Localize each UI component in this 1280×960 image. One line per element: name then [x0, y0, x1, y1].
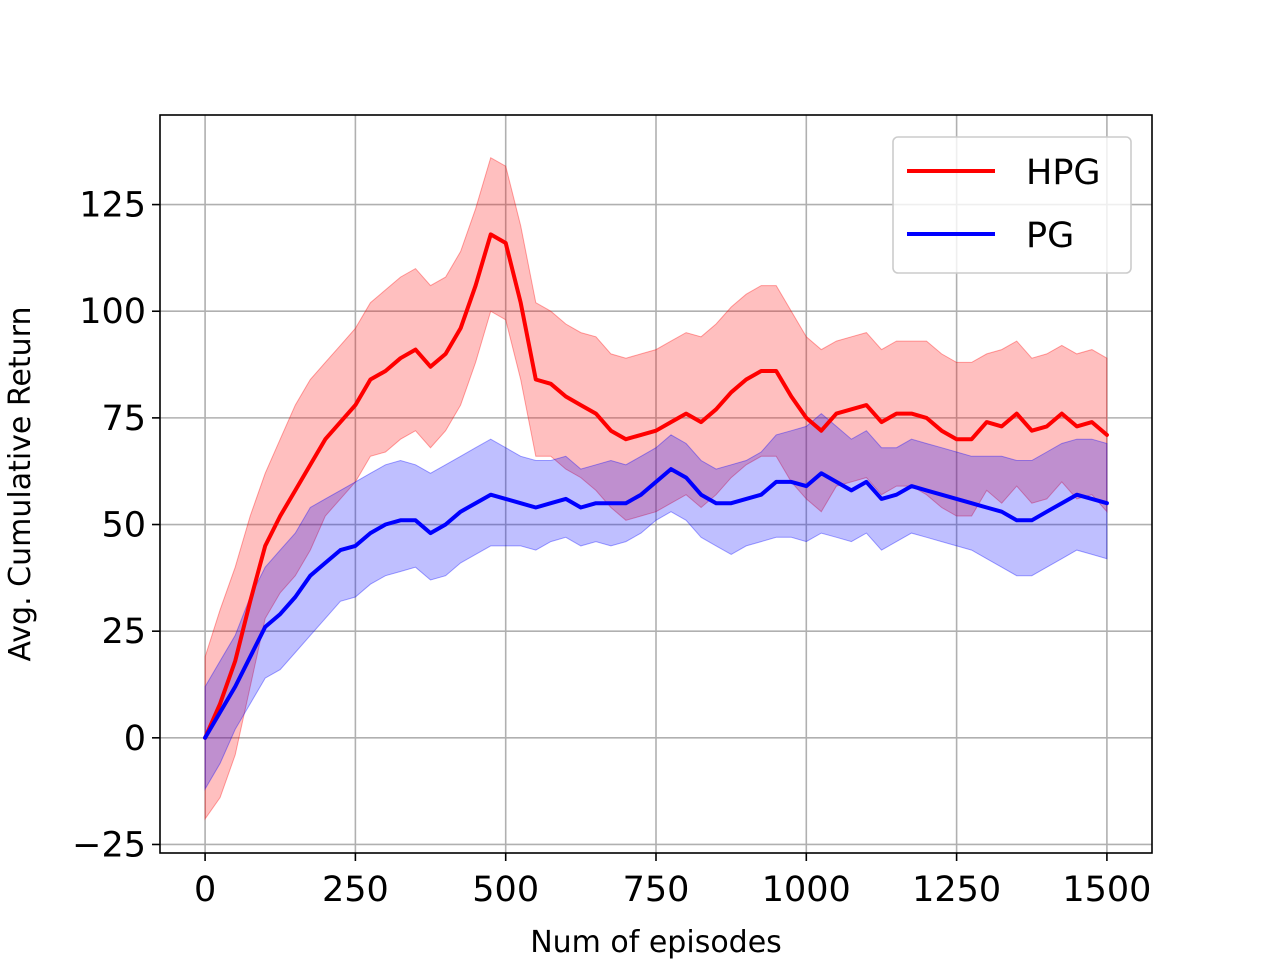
- x-tick-label: 0: [194, 870, 216, 910]
- confidence-bands: [204, 156, 1108, 821]
- x-axis-label: Num of episodes: [530, 925, 782, 960]
- y-axis-label: Avg. Cumulative Return: [3, 307, 38, 662]
- series-lines: [203, 232, 1109, 740]
- y-tick-label: 0: [124, 719, 146, 759]
- y-tick-label: 50: [101, 506, 146, 546]
- y-tick-label: −25: [72, 825, 146, 865]
- x-tick-label: 1500: [1062, 870, 1151, 910]
- y-tick-label: 75: [101, 399, 146, 439]
- x-tick-label: 1250: [912, 870, 1001, 910]
- x-tick-label: 1000: [762, 870, 851, 910]
- band-hpg: [204, 156, 1108, 821]
- y-tick-label: 100: [79, 292, 146, 332]
- band-pg: [204, 412, 1108, 791]
- y-tick-label: 125: [79, 186, 146, 226]
- legend-label-pg: PG: [1026, 216, 1074, 256]
- x-tick-label: 750: [623, 870, 690, 910]
- x-tick-label: 250: [322, 870, 389, 910]
- line-hpg: [203, 232, 1109, 740]
- legend: HPG PG: [892, 136, 1132, 274]
- x-tick-label: 500: [472, 870, 539, 910]
- y-tick-label: 25: [101, 612, 146, 652]
- line-pg: [203, 467, 1109, 740]
- legend-label-hpg: HPG: [1026, 153, 1101, 193]
- axis-ticks: 0 250 500 750 1000 1250 1500 −25 0 25 50 75 100 125: [72, 186, 1151, 910]
